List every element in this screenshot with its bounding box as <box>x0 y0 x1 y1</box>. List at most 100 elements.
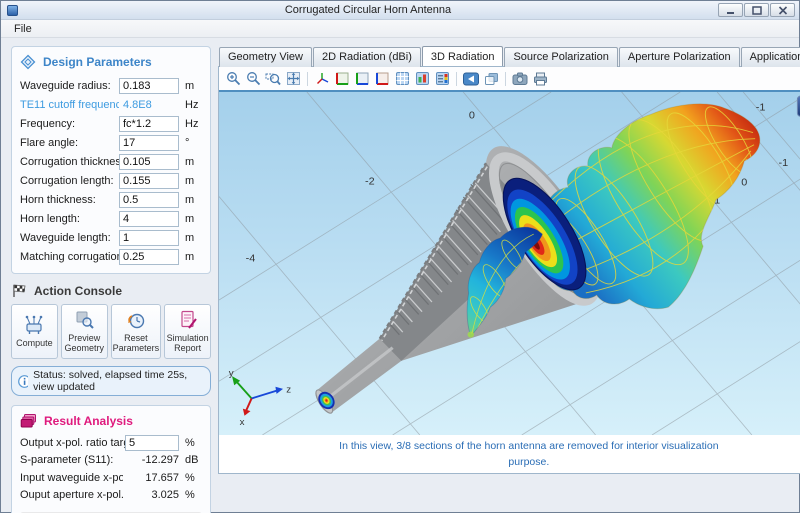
result-row: Output x-pol. ratio target: % <box>20 434 202 452</box>
title-bar: Corrugated Circular Horn Antenna <box>1 1 799 20</box>
snapshot-icon[interactable] <box>511 70 529 88</box>
tab-geometry-view[interactable]: Geometry View <box>219 47 312 67</box>
result-row: S-parameter (S11): -12.297 dB <box>20 454 199 467</box>
param-row: Corrugation thickness m <box>20 152 202 171</box>
result-row: Input waveguide x-pol. ratio: 17.657 % <box>20 471 195 484</box>
axis-tick-label: 0 <box>469 110 475 122</box>
minimize-icon <box>726 11 734 14</box>
tab-source-polarization[interactable]: Source Polarization <box>504 47 618 67</box>
waveguide-radius-input[interactable] <box>119 77 179 94</box>
triad-y-label: y <box>229 368 234 379</box>
reset-parameters-icon <box>127 313 145 328</box>
preview-geometry-button[interactable]: Preview Geometry <box>60 304 108 359</box>
axis-tick-label: -2 <box>365 176 375 188</box>
axis-tick-label: -1 <box>779 157 789 169</box>
param-row: Horn thickness: m <box>20 190 202 209</box>
scene-light-icon[interactable] <box>462 70 480 88</box>
yz-view-icon[interactable] <box>353 70 371 88</box>
triad-x-label: x <box>240 417 245 428</box>
close-icon <box>778 5 787 15</box>
default-3d-view-icon[interactable] <box>313 70 331 88</box>
axis-tick-label: -1 <box>756 102 766 114</box>
horn-length-input[interactable] <box>119 210 179 227</box>
toolbar-separator <box>505 71 506 86</box>
zoom-in-icon[interactable] <box>224 70 242 88</box>
zoom-extents-icon[interactable] <box>284 70 302 88</box>
status-text: Status: solved, elapsed time 25s, view u… <box>33 369 188 393</box>
plot-canvas[interactable]: 0 -2 -4 -1 -1 0 1 <box>219 90 800 435</box>
menu-file[interactable]: File <box>14 22 32 35</box>
axis-tick-label: -4 <box>246 253 256 265</box>
waveguide-length-input[interactable] <box>119 229 179 246</box>
color-legend-icon[interactable] <box>433 70 451 88</box>
zoom-box-icon[interactable] <box>264 70 282 88</box>
param-row: Frequency: Hz <box>20 114 202 133</box>
param-row: Waveguide length: m <box>20 228 202 247</box>
menu-bar: File <box>1 20 799 38</box>
xpol-target-input[interactable] <box>125 434 179 451</box>
zoom-out-icon[interactable] <box>244 70 262 88</box>
xz-view-icon[interactable] <box>373 70 391 88</box>
result-analysis-panel: Result Analysis Output x-pol. ratio targ… <box>11 405 211 513</box>
tab-3d-radiation[interactable]: 3D Radiation <box>421 46 504 66</box>
action-console-title: Action Console <box>34 283 123 298</box>
param-row: Horn length: m <box>20 209 202 228</box>
compute-icon <box>26 315 43 334</box>
te11-cutoff-value: 4.8E8 <box>123 98 152 111</box>
frequency-input[interactable] <box>119 115 179 132</box>
xy-view-icon[interactable] <box>333 70 351 88</box>
preview-geometry-icon <box>76 311 94 329</box>
tab-2d-radiation[interactable]: 2D Radiation (dBi) <box>313 47 421 67</box>
simulation-report-icon <box>180 310 197 329</box>
corrugation-thickness-input[interactable] <box>119 153 179 170</box>
graphics-toolbar <box>219 67 800 90</box>
close-button[interactable] <box>770 3 795 17</box>
window-title: Corrugated Circular Horn Antenna <box>284 4 452 16</box>
info-icon <box>18 374 29 388</box>
tab-bar: Geometry View 2D Radiation (dBi) 3D Radi… <box>219 46 800 67</box>
content-area: Design Parameters Waveguide radius: m TE… <box>1 38 800 513</box>
plot-settings-icon[interactable] <box>413 70 431 88</box>
s11-value: -12.297 <box>141 454 179 467</box>
main-radiation-lobe <box>533 103 761 310</box>
sidebar: Design Parameters Waveguide radius: m TE… <box>11 46 211 513</box>
coordinate-triad: y z x <box>229 368 292 427</box>
minimize-button[interactable] <box>718 3 743 17</box>
app-icon <box>7 4 18 16</box>
tab-application-note[interactable]: Application Note <box>740 47 800 67</box>
result-analysis-title: Result Analysis <box>44 413 133 428</box>
maximize-button[interactable] <box>744 3 769 17</box>
output-xpol-value: 3.025 <box>151 489 179 502</box>
flare-angle-input[interactable] <box>119 134 179 151</box>
axis-tick-label: 1 <box>714 195 720 207</box>
print-icon[interactable] <box>531 70 549 88</box>
param-row: Matching corrugation length: m <box>20 247 202 266</box>
tab-aperture-polarization[interactable]: Aperture Polarization <box>618 47 740 67</box>
corrugation-length-input[interactable] <box>119 172 179 189</box>
transparency-icon[interactable] <box>482 70 500 88</box>
main-area: Geometry View 2D Radiation (dBi) 3D Radi… <box>218 46 800 513</box>
result-row: Ouput aperture x-pol. ratio: 3.025 % <box>20 489 195 502</box>
horn-thickness-input[interactable] <box>119 191 179 208</box>
matching-corrugation-length-input[interactable] <box>119 248 179 265</box>
graphics-panel: 0 -2 -4 -1 -1 0 1 <box>218 66 800 474</box>
triad-z-label: z <box>286 385 291 396</box>
action-console-section: Action Console Compute <box>11 283 211 396</box>
param-row: Waveguide radius: m <box>20 76 202 95</box>
axis-tick-label: 0 <box>741 177 747 189</box>
reset-parameters-button[interactable]: Reset Parameters <box>110 304 162 359</box>
toolbar-separator <box>456 71 457 86</box>
maximize-icon <box>751 5 762 15</box>
status-bar: Status: solved, elapsed time 25s, view u… <box>11 366 211 396</box>
3d-scene: 0 -2 -4 -1 -1 0 1 <box>219 92 800 435</box>
simulation-report-button[interactable]: Simulation Report <box>164 304 211 359</box>
aperture-field-disc <box>502 177 587 291</box>
footer: About <box>218 474 800 500</box>
axis-tick-labels: 0 -2 -4 -1 -1 0 1 <box>246 102 789 265</box>
toolbar-separator <box>307 71 308 86</box>
plot-logo-button[interactable] <box>796 95 800 117</box>
port-mode-spot <box>318 391 335 410</box>
grid-icon[interactable] <box>393 70 411 88</box>
compute-button[interactable]: Compute <box>11 304 58 359</box>
